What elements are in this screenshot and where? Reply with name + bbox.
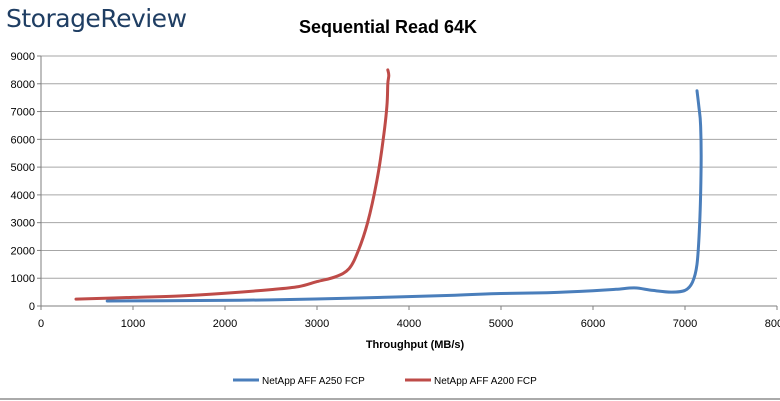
axes — [40, 56, 777, 307]
y-tick-label: 7000 — [11, 107, 35, 119]
x-tick-label: 4000 — [397, 318, 421, 330]
grid-lines — [41, 55, 777, 279]
x-tick-label: 7000 — [673, 318, 697, 330]
x-tick-label: 3000 — [305, 318, 329, 330]
chart-title: Sequential Read 64K — [299, 17, 477, 37]
x-tick-label: 6000 — [581, 318, 605, 330]
x-axis-ticks: 0 1000 2000 3000 4000 5000 6000 7000 8000 — [38, 306, 780, 330]
y-tick-label: 4000 — [11, 190, 35, 202]
y-tick-label: 6000 — [11, 134, 35, 146]
legend-item-2: NetApp AFF A200 FCP — [405, 376, 537, 387]
y-tick-label: 9000 — [11, 51, 35, 63]
x-tick-label: 5000 — [489, 318, 513, 330]
y-tick-label: 1000 — [11, 273, 35, 285]
y-tick-label: 5000 — [11, 162, 35, 174]
legend: NetApp AFF A250 FCP NetApp AFF A200 FCP — [233, 376, 537, 387]
series-lines — [74, 68, 703, 303]
x-tick-label: 0 — [38, 318, 44, 330]
legend-label: NetApp AFF A250 FCP — [262, 376, 365, 387]
storagereview-logo: StorageReview — [6, 4, 187, 33]
y-tick-label: 0 — [29, 301, 35, 313]
y-axis-ticks: 0 1000 2000 3000 4000 5000 6000 7000 8000 9000 — [11, 51, 41, 313]
series-line-2 — [74, 68, 391, 301]
x-tick-label: 8000 — [765, 318, 780, 330]
y-tick-label: 3000 — [11, 218, 35, 230]
x-tick-label: 2000 — [213, 318, 237, 330]
x-tick-label: 1000 — [121, 318, 145, 330]
legend-item-1: NetApp AFF A250 FCP — [233, 376, 365, 387]
y-tick-label: 8000 — [11, 79, 35, 91]
x-axis-title: Throughput (MB/s) — [366, 339, 465, 351]
legend-label: NetApp AFF A200 FCP — [434, 376, 537, 387]
y-tick-label: 2000 — [11, 245, 35, 257]
series-line-1 — [105, 89, 703, 303]
